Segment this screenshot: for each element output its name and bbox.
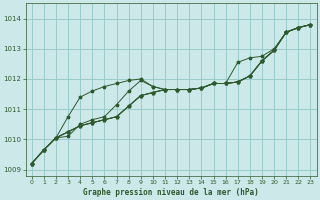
X-axis label: Graphe pression niveau de la mer (hPa): Graphe pression niveau de la mer (hPa)	[83, 188, 259, 197]
